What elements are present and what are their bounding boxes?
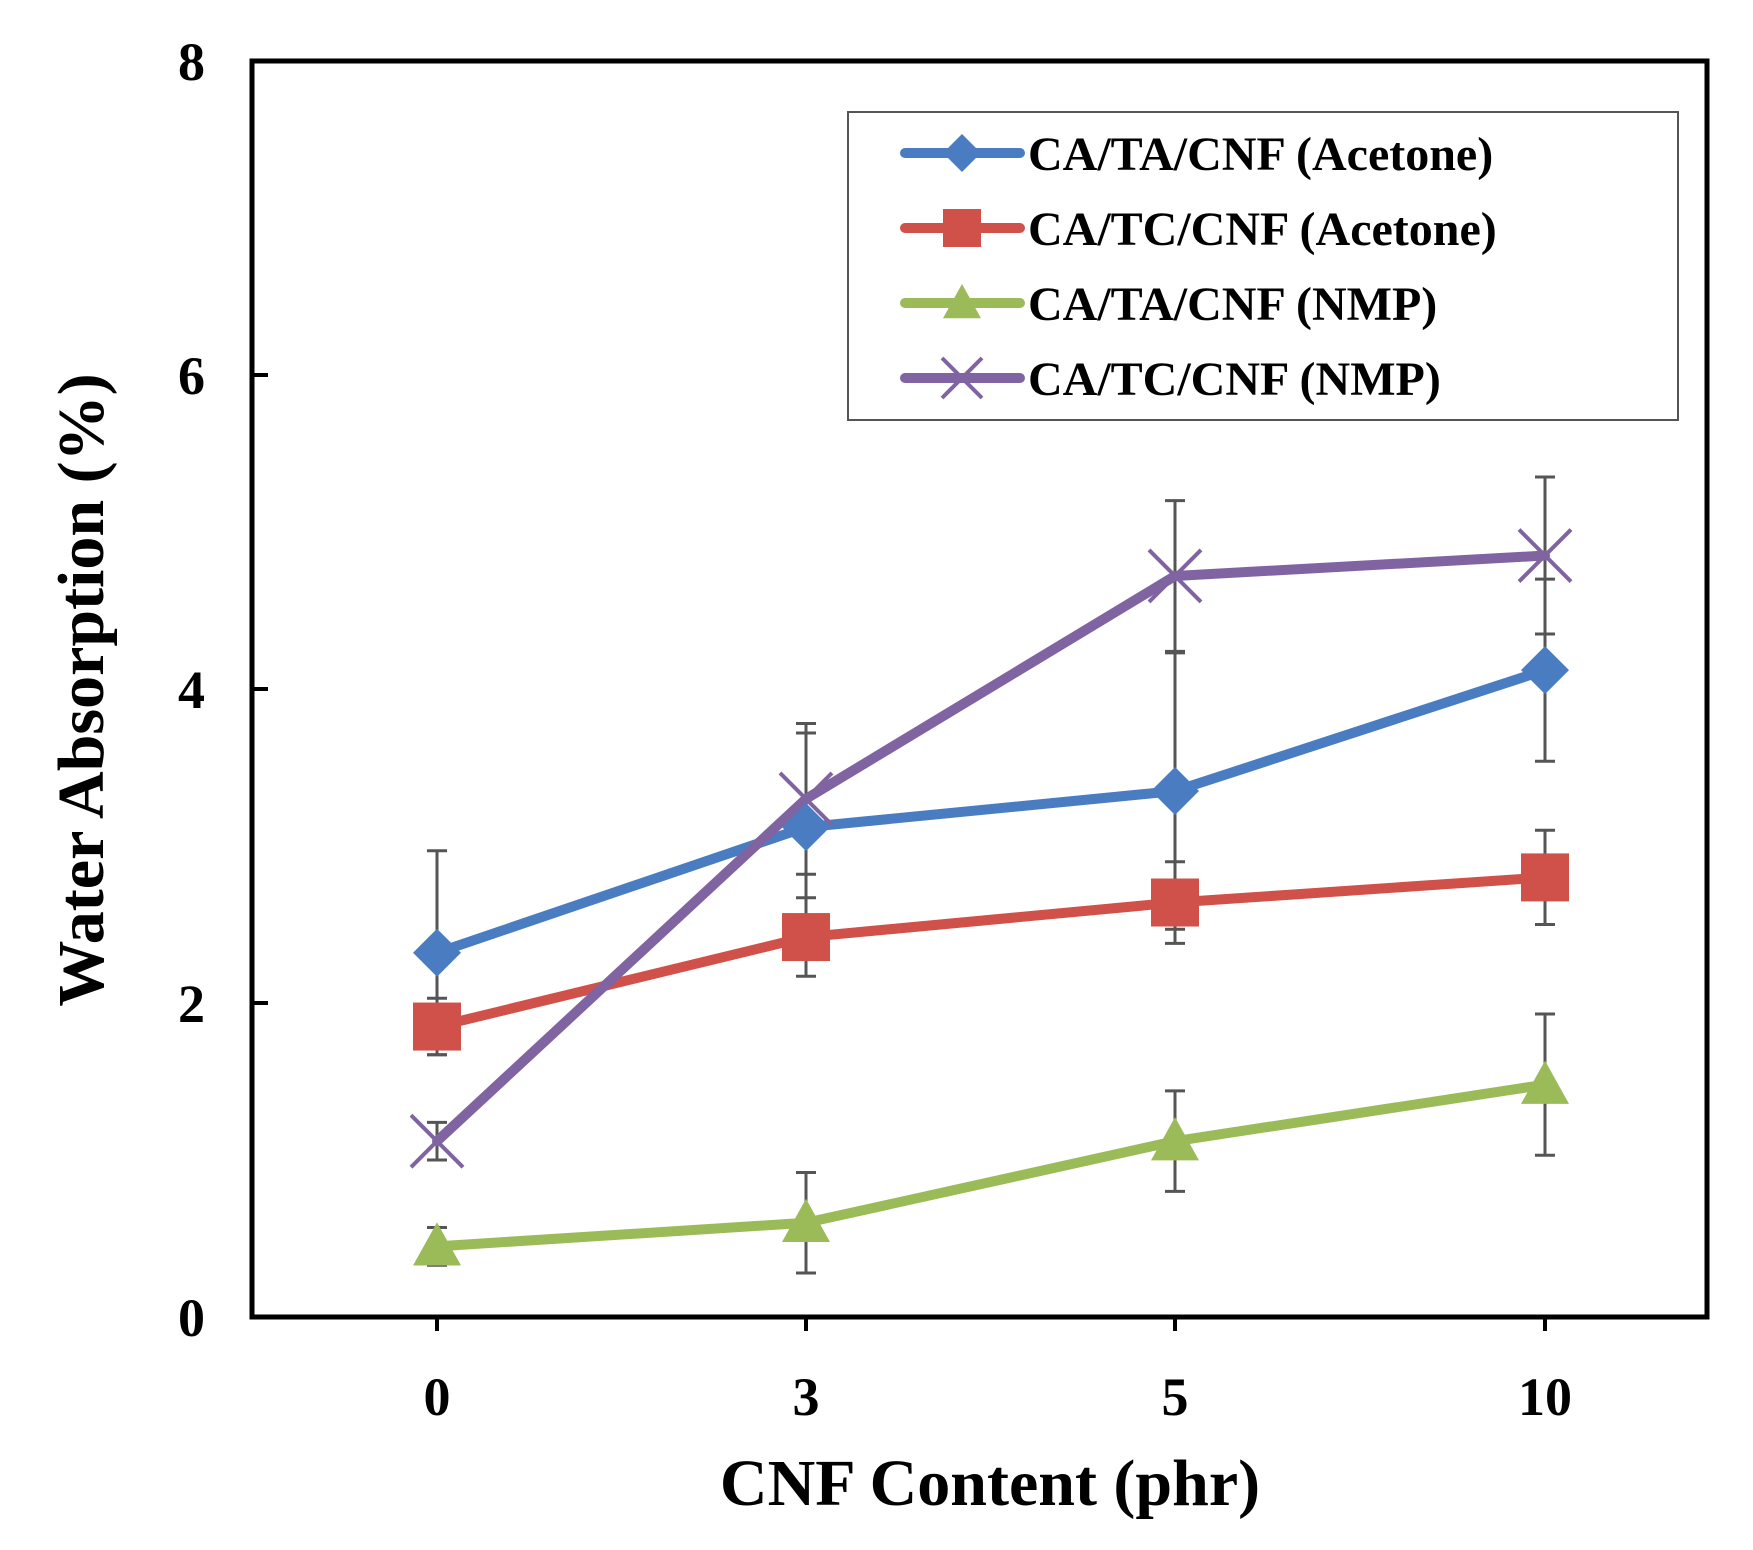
series-markers <box>409 528 1573 1266</box>
legend-entry-3: CA/TC/CNF (NMP) <box>900 353 1441 406</box>
legend-entry-0: CA/TA/CNF (Acetone) <box>900 128 1493 181</box>
data-point-s3-p2 <box>1147 548 1203 604</box>
error-bars <box>427 475 1555 1275</box>
data-point-s0-p3 <box>1521 646 1569 695</box>
data-point-s2-p3 <box>1521 1060 1569 1104</box>
marker-x-stroke <box>409 1113 465 1169</box>
legend-marker-icon <box>940 356 984 400</box>
legend-marker-icon <box>943 284 981 319</box>
x-axis-title: CNF Content (phr) <box>720 1447 1260 1520</box>
legend-marker-icon <box>943 209 981 247</box>
legend-label: CA/TC/CNF (NMP) <box>1028 353 1441 406</box>
x-tick-label-3: 3 <box>793 1367 820 1427</box>
legend-box <box>847 111 1679 421</box>
y-tick-label-6: 6 <box>178 346 205 406</box>
marker-x-stroke <box>1517 528 1573 583</box>
legend-label: CA/TA/CNF (Acetone) <box>1028 128 1493 181</box>
series-line-0 <box>432 665 1550 958</box>
y-tick-label-4: 4 <box>178 660 205 720</box>
data-point-s3-p0 <box>409 1113 465 1169</box>
legend-label: CA/TC/CNF (Acetone) <box>1028 203 1497 256</box>
data-point-s3-p3 <box>1517 528 1573 583</box>
legend-marker-icon <box>943 134 981 172</box>
x-tick-label-0: 0 <box>424 1367 451 1427</box>
legend-entry-2: CA/TA/CNF (NMP) <box>900 278 1437 331</box>
data-point-s1-p2 <box>1151 878 1199 927</box>
axis-ticks: 0 2 4 6 8 0 3 5 10 <box>178 32 1572 1427</box>
data-point-s2-p0 <box>413 1222 461 1266</box>
series-line-2 <box>432 1079 1550 1252</box>
y-tick-label-2: 2 <box>178 974 205 1034</box>
marker-x-stroke <box>940 356 984 400</box>
y-tick-label-0: 0 <box>178 1288 205 1348</box>
data-point-s0-p1 <box>782 803 830 852</box>
legend-entry-1: CA/TC/CNF (Acetone) <box>900 203 1497 256</box>
y-axis-title: Water Absorption (%) <box>45 373 118 1006</box>
data-point-s3-p1 <box>778 771 834 827</box>
data-point-s1-p3 <box>1521 853 1569 902</box>
series-line-3 <box>432 550 1550 1147</box>
data-point-s2-p1 <box>782 1198 830 1242</box>
series-line-1 <box>432 872 1550 1032</box>
y-tick-label-8: 8 <box>178 32 205 92</box>
data-point-s0-p2 <box>1151 767 1199 816</box>
marker-x-stroke <box>778 771 834 827</box>
x-tick-label-5: 5 <box>1162 1367 1189 1427</box>
data-point-s1-p1 <box>782 913 830 962</box>
x-tick-label-10: 10 <box>1518 1367 1572 1427</box>
data-point-s1-p0 <box>413 1002 461 1051</box>
series-lines <box>432 550 1550 1252</box>
legend-label: CA/TA/CNF (NMP) <box>1028 278 1437 331</box>
data-point-s2-p2 <box>1151 1117 1199 1161</box>
marker-x-stroke <box>1147 548 1203 604</box>
legend: CA/TA/CNF (Acetone) CA/TC/CNF (Acetone) CA… <box>847 111 1679 421</box>
data-point-s0-p0 <box>413 928 461 977</box>
